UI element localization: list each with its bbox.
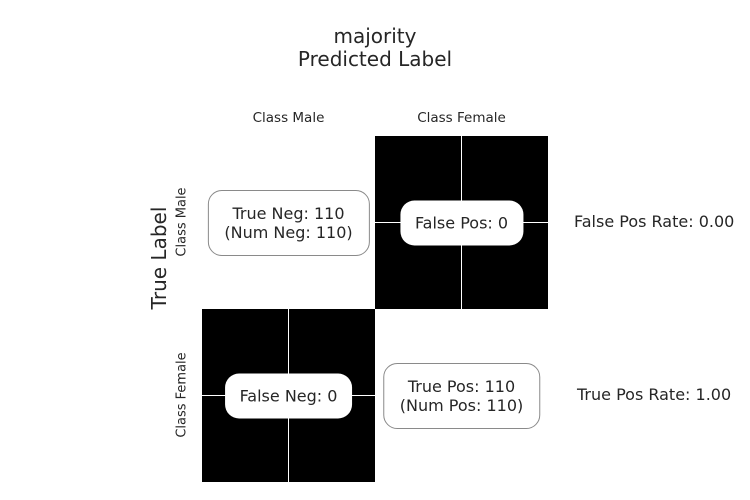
false-negative-count: False Neg: 0: [239, 386, 338, 405]
chart-title: majority: [333, 24, 417, 48]
cell-label-false-positive: False Pos: 0: [399, 200, 524, 245]
cell-true-positive: True Pos: 110 (Num Pos: 110): [375, 309, 548, 482]
cell-false-negative: False Neg: 0: [202, 309, 375, 482]
cell-label-false-negative: False Neg: 0: [224, 373, 353, 418]
negative-total: (Num Neg: 110): [224, 222, 353, 242]
column-label-female: Class Female: [417, 110, 506, 126]
cell-false-positive: False Pos: 0: [375, 136, 548, 309]
false-positive-count: False Pos: 0: [414, 213, 509, 232]
true-negative-count: True Neg: 110: [232, 203, 345, 223]
false-positive-rate: False Pos Rate: 0.00: [574, 212, 735, 231]
cell-true-negative: True Neg: 110 (Num Neg: 110): [202, 136, 375, 309]
row-label-male: Class Male: [174, 187, 190, 257]
cell-label-true-negative: True Neg: 110 (Num Neg: 110): [207, 189, 370, 256]
row-label-female: Class Female: [174, 352, 190, 438]
true-positive-count: True Pos: 110: [407, 376, 516, 396]
true-positive-rate: True Pos Rate: 1.00: [577, 385, 732, 404]
y-axis-label: True Label: [147, 206, 171, 310]
positive-total: (Num Pos: 110): [399, 395, 524, 415]
x-axis-label: Predicted Label: [297, 47, 453, 71]
column-label-male: Class Male: [252, 110, 325, 126]
cell-label-true-positive: True Pos: 110 (Num Pos: 110): [382, 362, 541, 429]
